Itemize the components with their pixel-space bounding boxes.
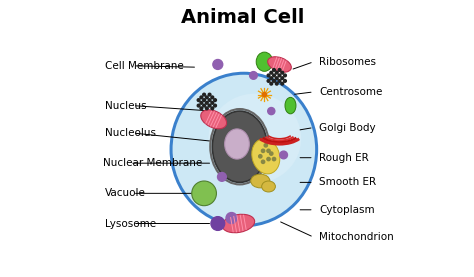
Circle shape [218, 173, 226, 181]
Circle shape [211, 101, 214, 104]
Circle shape [275, 71, 278, 74]
Circle shape [273, 157, 276, 161]
Circle shape [211, 217, 225, 230]
Circle shape [270, 152, 273, 155]
Ellipse shape [256, 52, 273, 71]
Circle shape [205, 96, 208, 99]
Circle shape [211, 96, 214, 99]
Ellipse shape [268, 57, 292, 72]
Circle shape [203, 93, 205, 96]
Ellipse shape [201, 110, 227, 129]
Circle shape [197, 99, 200, 101]
Text: Cell Membrane: Cell Membrane [105, 61, 184, 71]
Text: Smooth ER: Smooth ER [319, 177, 376, 187]
Circle shape [281, 82, 283, 85]
Circle shape [208, 93, 211, 96]
Ellipse shape [225, 129, 249, 159]
Circle shape [250, 71, 257, 79]
Circle shape [270, 82, 273, 85]
Ellipse shape [222, 214, 255, 233]
Ellipse shape [252, 139, 280, 174]
Circle shape [205, 107, 208, 110]
Circle shape [278, 69, 281, 71]
Ellipse shape [192, 181, 217, 206]
Circle shape [278, 74, 281, 77]
Text: Golgi Body: Golgi Body [319, 122, 376, 132]
Circle shape [200, 96, 203, 99]
Circle shape [273, 69, 275, 71]
Circle shape [205, 101, 208, 104]
Circle shape [283, 79, 286, 82]
Ellipse shape [173, 75, 315, 224]
Ellipse shape [262, 181, 275, 192]
Text: Nucleolus: Nucleolus [105, 128, 156, 138]
Circle shape [213, 60, 223, 70]
Circle shape [259, 155, 262, 158]
Circle shape [281, 71, 283, 74]
Circle shape [197, 104, 200, 107]
Circle shape [214, 104, 217, 107]
Text: Rough ER: Rough ER [319, 153, 369, 163]
Circle shape [273, 74, 275, 77]
Circle shape [264, 144, 267, 147]
Circle shape [270, 77, 273, 79]
Circle shape [267, 149, 270, 152]
Text: Vacuole: Vacuole [105, 188, 146, 198]
Circle shape [200, 107, 203, 110]
Circle shape [208, 104, 211, 107]
Circle shape [267, 157, 270, 161]
Circle shape [273, 79, 275, 82]
Circle shape [275, 77, 278, 79]
Circle shape [278, 79, 281, 82]
Text: Lysosome: Lysosome [105, 219, 156, 229]
Text: Nuclear Membrane: Nuclear Membrane [103, 158, 202, 168]
Ellipse shape [251, 174, 270, 188]
Circle shape [275, 82, 278, 85]
Circle shape [200, 101, 203, 104]
Circle shape [283, 74, 286, 77]
Text: Cytoplasm: Cytoplasm [319, 205, 375, 215]
Ellipse shape [212, 111, 267, 182]
Circle shape [261, 149, 264, 152]
Circle shape [211, 107, 214, 110]
Circle shape [281, 77, 283, 79]
Ellipse shape [285, 98, 296, 114]
Circle shape [262, 93, 266, 97]
Circle shape [267, 74, 270, 77]
Circle shape [214, 99, 217, 101]
Circle shape [203, 99, 205, 101]
Circle shape [208, 99, 211, 101]
Ellipse shape [170, 72, 318, 227]
Circle shape [226, 212, 237, 224]
Text: Mitochondrion: Mitochondrion [319, 232, 394, 242]
Circle shape [270, 71, 273, 74]
Text: Nucleus: Nucleus [105, 101, 147, 111]
Text: Centrosome: Centrosome [319, 87, 383, 97]
Circle shape [268, 107, 275, 115]
Circle shape [267, 79, 270, 82]
Text: Ribosomes: Ribosomes [319, 57, 376, 67]
Circle shape [280, 151, 287, 159]
Circle shape [203, 104, 205, 107]
Circle shape [261, 160, 264, 163]
Ellipse shape [209, 94, 301, 183]
Text: Animal Cell: Animal Cell [181, 8, 304, 27]
